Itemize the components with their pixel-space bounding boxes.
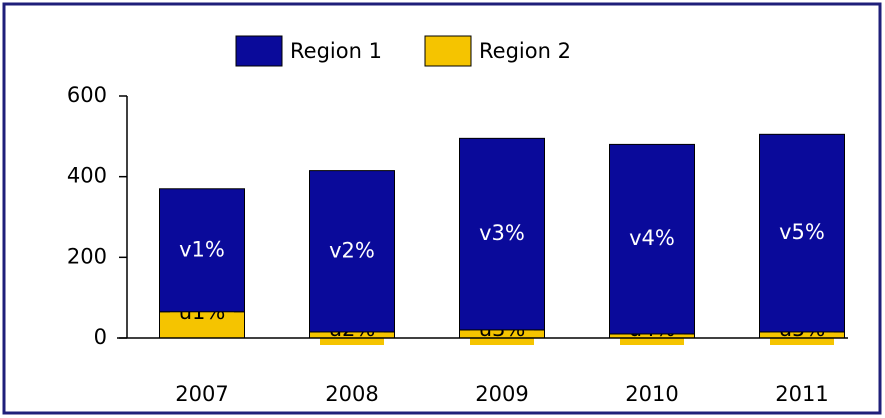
bar-segment	[159, 188, 245, 313]
legend-swatch	[235, 35, 283, 67]
y-tick-label: 400	[67, 164, 107, 188]
y-tick-label: 0	[94, 325, 107, 349]
value-label: v4%	[629, 226, 675, 250]
bar-segment	[609, 143, 695, 335]
legend-label: Region 2	[479, 39, 571, 63]
y-tick-label: 600	[67, 83, 107, 107]
bar-segment	[309, 170, 395, 333]
bar-segment	[759, 133, 845, 333]
legend-swatch	[424, 35, 472, 67]
value-label: v5%	[779, 220, 825, 244]
x-tick-label: 2008	[325, 382, 378, 406]
x-tick-label: 2010	[625, 382, 678, 406]
legend-label: Region 1	[290, 39, 382, 63]
value-label: v3%	[479, 221, 525, 245]
x-tick-label: 2009	[475, 382, 528, 406]
x-tick-label: 2007	[175, 382, 228, 406]
value-label: v2%	[329, 238, 375, 262]
value-label: v1%	[179, 237, 225, 261]
bar-segment	[459, 137, 545, 331]
y-tick-label: 200	[67, 244, 107, 268]
x-tick-label: 2011	[775, 382, 828, 406]
